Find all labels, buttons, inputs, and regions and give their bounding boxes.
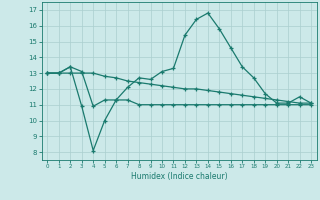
X-axis label: Humidex (Indice chaleur): Humidex (Indice chaleur) <box>131 172 228 181</box>
